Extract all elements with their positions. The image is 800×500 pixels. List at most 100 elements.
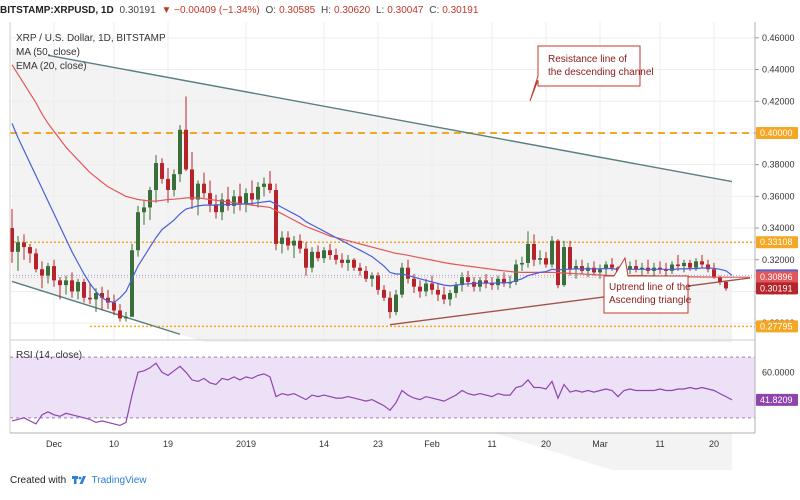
candle-body (52, 266, 56, 281)
candle-body (268, 183, 272, 191)
candle-body (106, 297, 110, 303)
candle-body (676, 264, 680, 267)
price-tick-label: 0.44000 (762, 65, 795, 75)
candle-body (220, 199, 224, 213)
price-change: ▼ −0.00409 (−1.34%) (161, 5, 260, 16)
candle-body (568, 247, 572, 270)
candle-body (124, 316, 128, 319)
price-chart[interactable]: XRP / U.S. Dollar, 1D, BITSTAMP MA (50, … (0, 0, 800, 470)
candle-body (232, 196, 236, 206)
candle-body (202, 183, 206, 194)
price-tick-label: 0.32000 (762, 255, 795, 265)
candle-body (40, 269, 44, 276)
uptrend-text-2: Ascending triangle (609, 295, 692, 306)
resistance-annotation: Resistance line of the descending channe… (529, 45, 654, 102)
candle-body (148, 190, 152, 208)
candle-body (10, 228, 14, 252)
candle-body (562, 247, 566, 286)
candle-body (22, 242, 26, 248)
rsi-axis[interactable]: 60.0000 41.8209 (756, 367, 798, 406)
ema20-line (11, 123, 733, 304)
candle-body (532, 243, 536, 260)
low-label: L: (375, 5, 385, 16)
price-tag-label: 0.33108 (760, 237, 793, 247)
price-tag-label: 0.27795 (760, 321, 793, 331)
candle-body (118, 310, 122, 319)
candle-body (628, 266, 632, 270)
candle-body (706, 264, 710, 270)
candle-body (58, 280, 62, 286)
candle-body (658, 267, 662, 270)
candle-body (244, 193, 248, 205)
candle-body (574, 266, 578, 270)
rsi-tag-label: 41.8209 (760, 395, 793, 405)
price-tag-box (756, 320, 798, 333)
candle-body (250, 193, 254, 200)
candle-body (280, 237, 284, 244)
candle-body (490, 283, 494, 286)
candle-body (472, 281, 476, 287)
candle-body (694, 261, 698, 268)
candle-body (142, 207, 146, 213)
candle-body (592, 267, 596, 273)
time-tick-label: 11 (487, 439, 496, 449)
rsi-band (10, 357, 755, 418)
tradingview-brand[interactable]: TradingView (91, 475, 147, 486)
candle-body (718, 277, 722, 282)
price-tick-label: 0.46000 (762, 33, 795, 43)
candle-body (358, 267, 362, 271)
price-tag-label: 0.30191 (760, 283, 793, 293)
candle-body (154, 163, 158, 191)
time-tick-label: Dec (46, 439, 63, 449)
tradingview-logo-icon (71, 476, 86, 485)
uptrend-trendline (389, 277, 751, 326)
candle-body (340, 259, 344, 263)
candle-body (664, 269, 668, 271)
time-tick-label: 20 (709, 439, 719, 449)
price-tag-box (756, 282, 798, 295)
price-tick-label: 0.34000 (762, 223, 795, 233)
rsi-tag-box (756, 393, 798, 406)
candle-body (190, 169, 194, 200)
candle-body (298, 240, 302, 249)
candle-body (172, 174, 176, 191)
candle-body (448, 293, 452, 300)
uptrend-annotation: Uptrend line of the Ascending triangle (603, 256, 692, 314)
price-tag-box (756, 236, 798, 249)
candle-body (466, 277, 470, 282)
candle-body (262, 183, 266, 187)
rsi-line (11, 362, 733, 427)
candle-body (610, 264, 614, 268)
price-tick-label: 0.36000 (762, 191, 795, 201)
rsi-label: RSI (14, close) (16, 350, 82, 361)
candle-body (700, 261, 704, 265)
candle-body (442, 294, 446, 300)
candle-body (130, 250, 134, 317)
candle-body (406, 267, 410, 279)
candle-body (310, 251, 314, 268)
uptrend-callout (603, 256, 689, 314)
candle-body (550, 240, 554, 265)
candle-body (400, 267, 404, 295)
time-axis[interactable]: Dec 10 19 2019 14 23 Feb 11 20 Mar 11 20 (46, 439, 719, 449)
candle-body (184, 129, 188, 170)
candle-body (214, 204, 218, 213)
candle-body (712, 269, 716, 278)
price-tick-label: 0.38000 (762, 160, 795, 170)
candle-body (28, 247, 32, 254)
legend-ma: MA (50, close) (16, 47, 80, 58)
candle-body (604, 264, 608, 270)
legend-title: XRP / U.S. Dollar, 1D, BITSTAMP (16, 33, 166, 44)
candle-body (526, 243, 530, 263)
candle-body (670, 264, 674, 271)
time-tick-label: Feb (424, 439, 440, 449)
candle-body (688, 262, 692, 268)
candle-body (196, 183, 200, 200)
resistance-text-2: the descending channel (548, 67, 654, 78)
candle-body (436, 289, 440, 295)
uptrend-text-1: Uptrend line of the (609, 282, 691, 293)
candle-body (160, 163, 164, 179)
candle-body (460, 277, 464, 286)
candle-body (424, 283, 428, 292)
candle-body (502, 278, 506, 284)
